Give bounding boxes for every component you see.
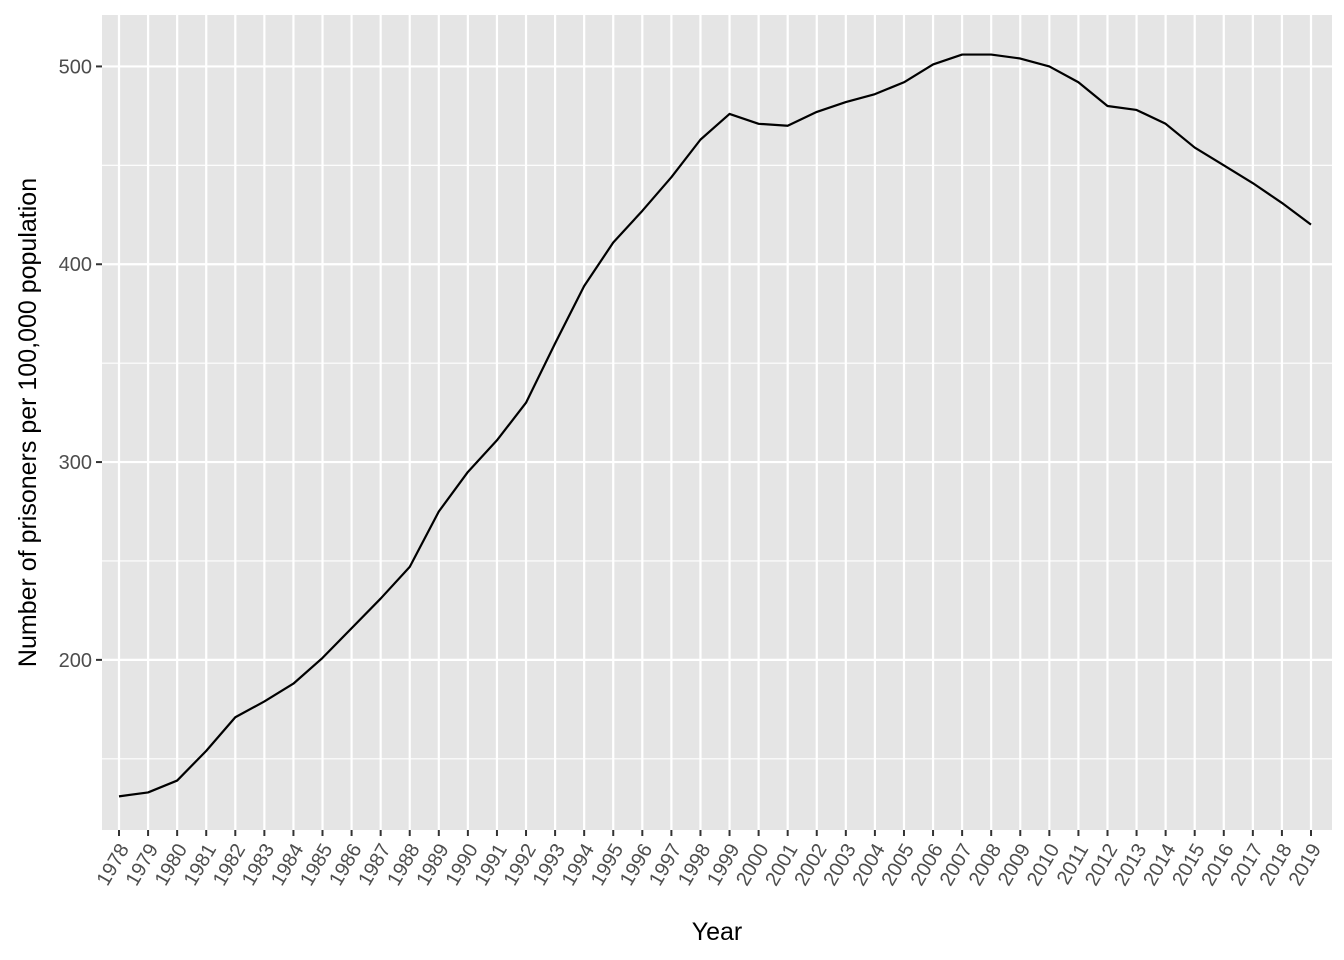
y-tick-label: 200 xyxy=(59,650,92,672)
x-axis-title: Year xyxy=(692,918,743,946)
y-axis-title: Number of prisoners per 100,000 populati… xyxy=(14,178,42,667)
y-axis-ticks: 200 300 400 500 xyxy=(59,56,102,672)
plot-panel xyxy=(102,15,1332,830)
y-tick-label: 400 xyxy=(59,254,92,276)
y-tick-label: 500 xyxy=(59,56,92,78)
series-line xyxy=(118,53,1312,798)
major-gridlines xyxy=(102,15,1332,830)
x-tick-label: 2019 xyxy=(1285,840,1326,890)
minor-gridlines xyxy=(102,164,1332,760)
x-axis-ticks: 1978197919801981198219831984198519861987… xyxy=(93,830,1326,890)
y-tick-label: 300 xyxy=(59,452,92,474)
x-tick-label: 2010 xyxy=(1023,840,1064,890)
